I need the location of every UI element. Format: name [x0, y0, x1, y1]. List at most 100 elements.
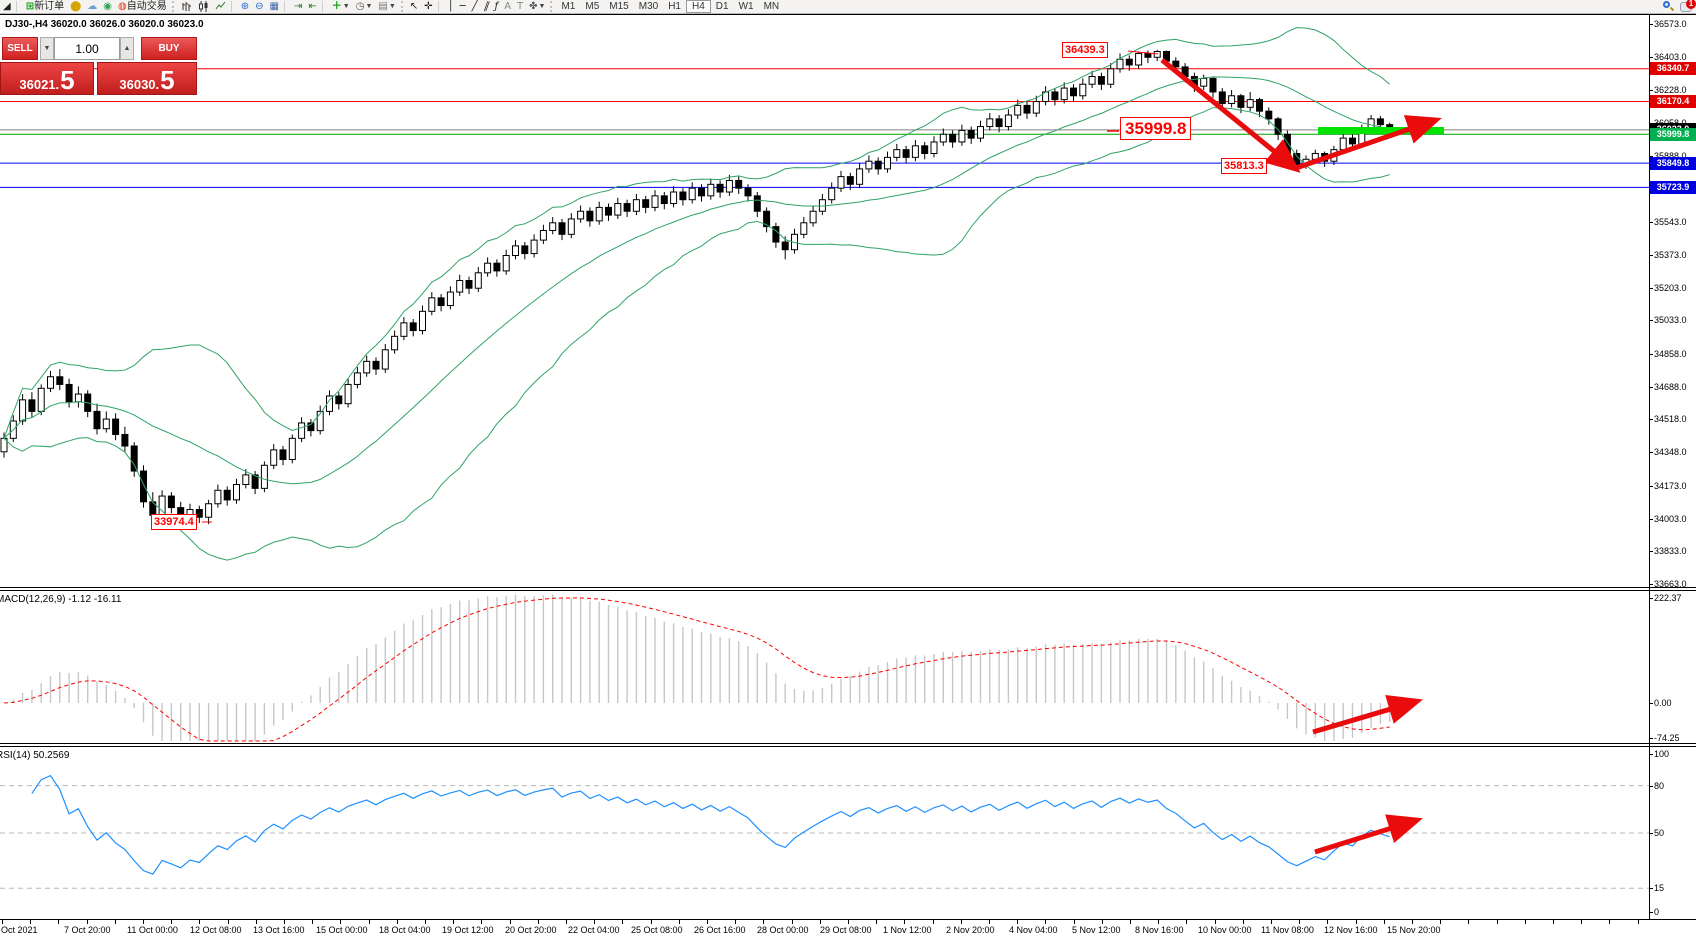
search-button[interactable] [1663, 1, 1675, 12]
candle-body [381, 349, 389, 370]
rsi-up-arrow[interactable] [1314, 814, 1423, 855]
up-trend-arrow[interactable] [1295, 115, 1442, 171]
notifications-button[interactable]: 1 [1680, 0, 1696, 12]
arrows-tool[interactable]: ✤ ▼ [526, 0, 548, 13]
fibonacci-icon: ƒ [494, 0, 499, 12]
horizontal-line-tool[interactable]: ─ [457, 0, 469, 13]
rsi-pane-separator[interactable] [0, 743, 1696, 744]
crosshair-tool-button[interactable]: ✛ [421, 0, 435, 13]
annotation-swing-high[interactable]: 36439.3 [1062, 42, 1108, 58]
time-tick-mark [1271, 920, 1272, 924]
signals-button[interactable]: ◉ [100, 0, 115, 13]
text-label-tool[interactable]: T [514, 0, 526, 13]
period-button[interactable]: ◷ ▼ [353, 0, 376, 13]
timeframe-w1-button[interactable]: W1 [738, 1, 754, 12]
candlestick-icon [198, 1, 208, 12]
macd-pane-separator[interactable] [0, 587, 1696, 588]
auto-scroll-button[interactable]: ⇥ [291, 0, 305, 13]
timeframe-h1-button[interactable]: H1 [668, 1, 681, 12]
timeframe-m5-button[interactable]: M5 [585, 1, 600, 12]
notification-badge: 1 [1686, 0, 1696, 9]
price-tick-label: 35888.0 [1654, 151, 1687, 161]
buy-price[interactable]: 36030. 5 [97, 62, 197, 95]
candle-body [698, 187, 705, 197]
time-tick-mark [932, 920, 934, 924]
candle-body [763, 210, 771, 228]
cursor-arrow-icon[interactable]: ◢ [0, 0, 14, 13]
pointer-tool-button[interactable]: ↖ [407, 0, 421, 13]
time-tick-mark [707, 920, 708, 924]
candle-body [353, 372, 361, 385]
annotation-swing-low[interactable]: 35813.3 [1221, 158, 1267, 174]
line-chart-type-button[interactable] [212, 0, 229, 13]
text-tool[interactable]: A [501, 0, 514, 13]
sell-price-big-digit: 5 [60, 65, 75, 95]
market-watch-button[interactable]: ⬤ [67, 0, 84, 13]
timeframe-h4-button[interactable]: H4 [685, 0, 711, 13]
zoom-in-button[interactable]: ⊕ [238, 0, 252, 13]
timeframe-d1-button[interactable]: D1 [715, 1, 729, 12]
timeframe-mn-button[interactable]: MN [763, 1, 780, 12]
zoom-out-button[interactable]: ⊖ [252, 0, 266, 13]
chart-shift-button[interactable]: ⇤ [305, 0, 319, 13]
annotation-support-price[interactable]: 35999.8 [1120, 117, 1192, 140]
candle-body [995, 118, 1003, 128]
volume-input[interactable] [54, 37, 120, 60]
toolbar-separator [284, 1, 289, 12]
sell-price-main: 36021. [19, 77, 60, 92]
candle-body [400, 322, 408, 337]
timeframe-m15-button[interactable]: M15 [609, 1, 629, 12]
bar-chart-type-button[interactable] [178, 0, 195, 13]
time-tick-mark [1130, 920, 1131, 924]
arrows-icon: ✤ [529, 0, 538, 12]
down-trend-arrow[interactable] [1160, 58, 1301, 173]
candle-body [1237, 95, 1245, 108]
rsi-pane-separator-2 [0, 746, 1696, 747]
candle-body [465, 280, 473, 289]
time-axis-label: 2 Nov 20:00 [946, 925, 995, 935]
sell-price[interactable]: 36021. 5 [0, 62, 94, 95]
candle-body [316, 410, 324, 432]
community-button[interactable]: ☁ [84, 0, 100, 13]
tile-windows-button[interactable]: ▦ [267, 0, 282, 13]
candle-body [1125, 58, 1133, 66]
candle-body [121, 433, 129, 447]
vertical-line-tool[interactable]: │ [445, 0, 457, 13]
annotation-major-low[interactable]: 33974.4 [151, 514, 197, 530]
time-tick-mark [1637, 920, 1639, 924]
macd-tick-mark [1649, 598, 1653, 599]
price-tick-mark [1649, 518, 1653, 520]
time-tick-mark [537, 920, 539, 924]
candlestick-type-button[interactable] [195, 0, 212, 13]
candle-body [195, 509, 203, 518]
buy-button[interactable]: BUY [141, 37, 197, 60]
volume-decrease-button[interactable]: ▼ [40, 37, 54, 60]
rsi-tick-mark [1649, 912, 1653, 913]
chart-drawings[interactable] [202, 50, 1444, 523]
timeframe-m30-button[interactable]: M30 [638, 1, 659, 12]
fibonacci-tool[interactable]: ƒ [492, 0, 502, 13]
candle-body [558, 222, 566, 235]
time-tick-mark [848, 920, 849, 924]
candle-body [279, 449, 287, 460]
add-indicator-button[interactable]: ＋ ▼ [329, 0, 353, 13]
new-order-button[interactable]: ⊞ 新订单 [23, 0, 67, 13]
trendline-tool[interactable]: ╱ [469, 0, 481, 13]
template-button[interactable]: ▤ ▼ [375, 0, 398, 13]
autotrading-button[interactable]: ◍ 自动交易 [115, 0, 170, 13]
timeframe-m1-button[interactable]: M1 [561, 1, 576, 12]
time-tick-mark [1468, 920, 1470, 924]
candle-body [623, 203, 631, 212]
time-tick-mark [1581, 920, 1583, 924]
candle-body [856, 168, 864, 185]
macd-up-arrow[interactable] [1312, 695, 1423, 735]
price-tick-label: 35373.0 [1654, 249, 1687, 260]
time-axis-label: 18 Oct 04:00 [379, 925, 431, 935]
time-tick-mark [876, 920, 878, 924]
new-order-label: 新订单 [34, 1, 65, 12]
sell-button[interactable]: SELL [2, 37, 38, 60]
support-level-bar[interactable] [1318, 127, 1444, 134]
time-axis-label: 26 Oct 16:00 [694, 925, 746, 935]
volume-increase-button[interactable]: ▲ [120, 37, 134, 60]
